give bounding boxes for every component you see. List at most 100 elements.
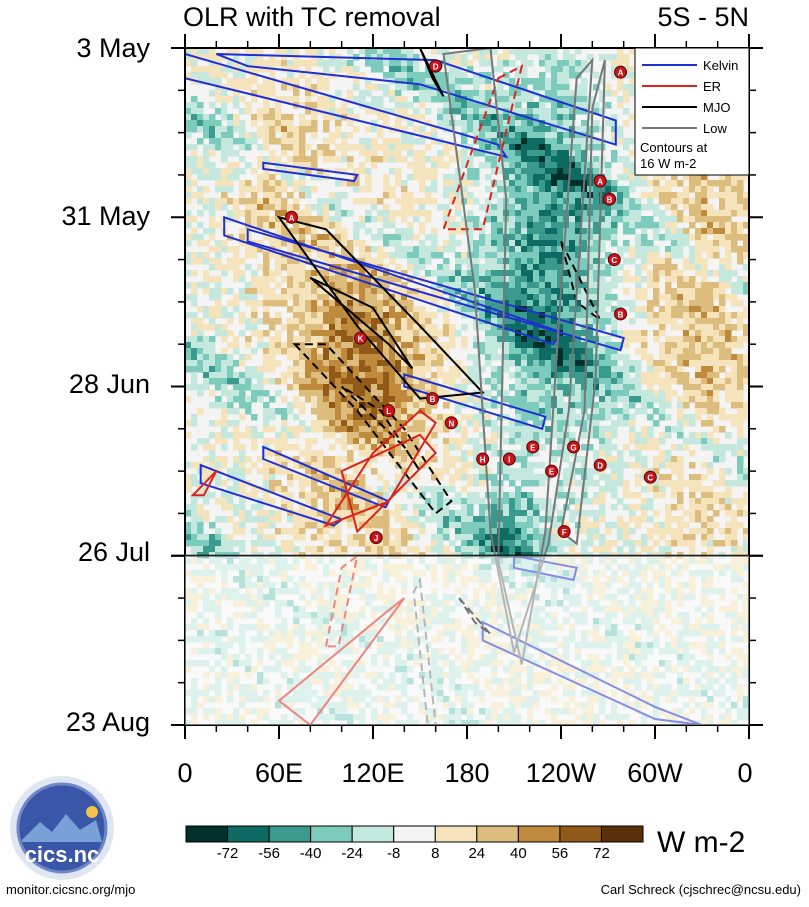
olr-cell xyxy=(551,264,558,271)
olr-cell xyxy=(413,162,420,169)
olr-cell xyxy=(449,378,456,385)
olr-cell xyxy=(557,156,564,163)
olr-cell xyxy=(521,414,528,421)
olr-cell xyxy=(509,174,516,181)
olr-cell xyxy=(533,204,540,211)
olr-cell xyxy=(737,258,744,265)
olr-cell xyxy=(341,396,348,403)
olr-cell xyxy=(311,240,318,247)
olr-cell xyxy=(725,294,732,301)
olr-cell xyxy=(245,84,252,91)
olr-cell xyxy=(671,204,678,211)
olr-cell xyxy=(539,354,546,361)
olr-cell xyxy=(623,60,630,67)
olr-cell xyxy=(473,132,480,139)
olr-cell xyxy=(707,444,714,451)
olr-cell xyxy=(449,108,456,115)
olr-cell xyxy=(497,90,504,97)
olr-cell xyxy=(539,156,546,163)
olr-cell xyxy=(443,162,450,169)
olr-cell xyxy=(377,288,384,295)
olr-cell xyxy=(569,66,576,73)
olr-cell xyxy=(377,144,384,151)
olr-cell xyxy=(641,354,648,361)
olr-cell xyxy=(611,216,618,223)
olr-cell xyxy=(545,288,552,295)
olr-cell xyxy=(569,384,576,391)
olr-cell xyxy=(401,336,408,343)
olr-cell xyxy=(245,372,252,379)
olr-cell xyxy=(431,162,438,169)
olr-cell xyxy=(395,306,402,313)
olr-cell xyxy=(431,402,438,409)
olr-cell xyxy=(713,306,720,313)
olr-cell xyxy=(557,258,564,265)
olr-cell xyxy=(467,174,474,181)
olr-cell xyxy=(743,222,749,229)
olr-cell xyxy=(527,156,534,163)
olr-cell xyxy=(293,282,300,289)
olr-cell xyxy=(671,456,678,463)
olr-cell xyxy=(599,192,606,199)
olr-cell xyxy=(389,312,396,319)
olr-cell xyxy=(653,282,660,289)
olr-cell xyxy=(371,288,378,295)
olr-cell xyxy=(365,288,372,295)
olr-cell xyxy=(383,396,390,403)
olr-cell xyxy=(275,156,282,163)
olr-cell xyxy=(575,312,582,319)
olr-cell xyxy=(305,336,312,343)
olr-cell xyxy=(497,258,504,265)
olr-cell xyxy=(443,462,450,469)
olr-cell xyxy=(455,408,462,415)
olr-cell xyxy=(209,360,216,367)
olr-cell xyxy=(413,246,420,253)
olr-cell xyxy=(461,300,468,307)
olr-cell xyxy=(731,174,738,181)
olr-cell xyxy=(245,288,252,295)
olr-cell xyxy=(419,186,426,193)
olr-cell xyxy=(311,60,318,67)
olr-cell xyxy=(185,396,192,403)
olr-cell xyxy=(581,282,588,289)
olr-cell xyxy=(635,336,642,343)
olr-cell xyxy=(629,78,636,85)
olr-cell xyxy=(689,186,696,193)
olr-cell xyxy=(323,432,330,439)
olr-cell xyxy=(467,234,474,241)
olr-cell xyxy=(275,258,282,265)
olr-cell xyxy=(311,324,318,331)
olr-cell xyxy=(431,252,438,259)
olr-cell xyxy=(311,348,318,355)
olr-cell xyxy=(395,288,402,295)
olr-cell xyxy=(383,192,390,199)
olr-cell xyxy=(665,282,672,289)
olr-cell xyxy=(653,288,660,295)
olr-cell xyxy=(401,402,408,409)
olr-cell xyxy=(239,66,246,73)
olr-cell xyxy=(377,372,384,379)
olr-cell xyxy=(293,228,300,235)
olr-cell xyxy=(317,402,324,409)
olr-cell xyxy=(671,234,678,241)
olr-cell xyxy=(185,60,192,67)
olr-cell xyxy=(335,348,342,355)
olr-cell xyxy=(485,252,492,259)
olr-cell xyxy=(299,372,306,379)
olr-cell xyxy=(521,108,528,115)
olr-cell xyxy=(677,306,684,313)
olr-cell xyxy=(305,390,312,397)
olr-cell xyxy=(689,246,696,253)
olr-cell xyxy=(545,378,552,385)
olr-cell xyxy=(587,258,594,265)
olr-cell xyxy=(509,126,516,133)
olr-cell xyxy=(407,432,414,439)
olr-cell xyxy=(191,372,198,379)
olr-cell xyxy=(419,78,426,85)
olr-cell xyxy=(275,240,282,247)
olr-cell xyxy=(677,366,684,373)
olr-cell xyxy=(533,210,540,217)
olr-cell xyxy=(425,324,432,331)
olr-cell xyxy=(485,438,492,445)
olr-cell xyxy=(479,342,486,349)
